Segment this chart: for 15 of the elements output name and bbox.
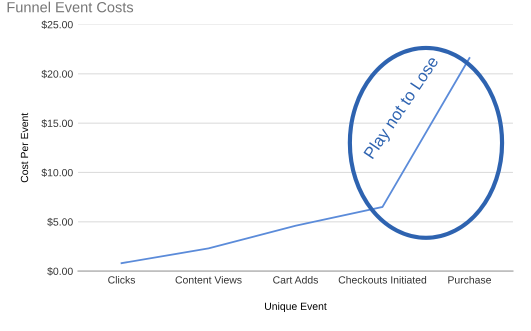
y-axis-title: Cost Per Event bbox=[20, 112, 28, 182]
y-tick-label: $25.00 bbox=[41, 20, 73, 29]
y-tick-label: $5.00 bbox=[47, 218, 73, 226]
y-tick-label: $0.00 bbox=[47, 267, 73, 276]
x-tick-label: Cart Adds bbox=[273, 276, 318, 284]
y-tick-label: $15.00 bbox=[41, 119, 73, 128]
y-tick-label: $10.00 bbox=[41, 168, 73, 177]
x-tick-label: Clicks bbox=[108, 276, 136, 284]
y-tick-label: $20.00 bbox=[41, 70, 73, 78]
x-tick-label: Content Views bbox=[176, 276, 242, 284]
line-series bbox=[120, 57, 470, 264]
x-axis-title: Unique Event bbox=[265, 302, 327, 312]
x-tick-label: Checkouts Initiated bbox=[338, 276, 426, 284]
chart-title: Funnel Event Costs bbox=[8, 2, 134, 12]
x-tick-label: Purchase bbox=[448, 276, 491, 284]
